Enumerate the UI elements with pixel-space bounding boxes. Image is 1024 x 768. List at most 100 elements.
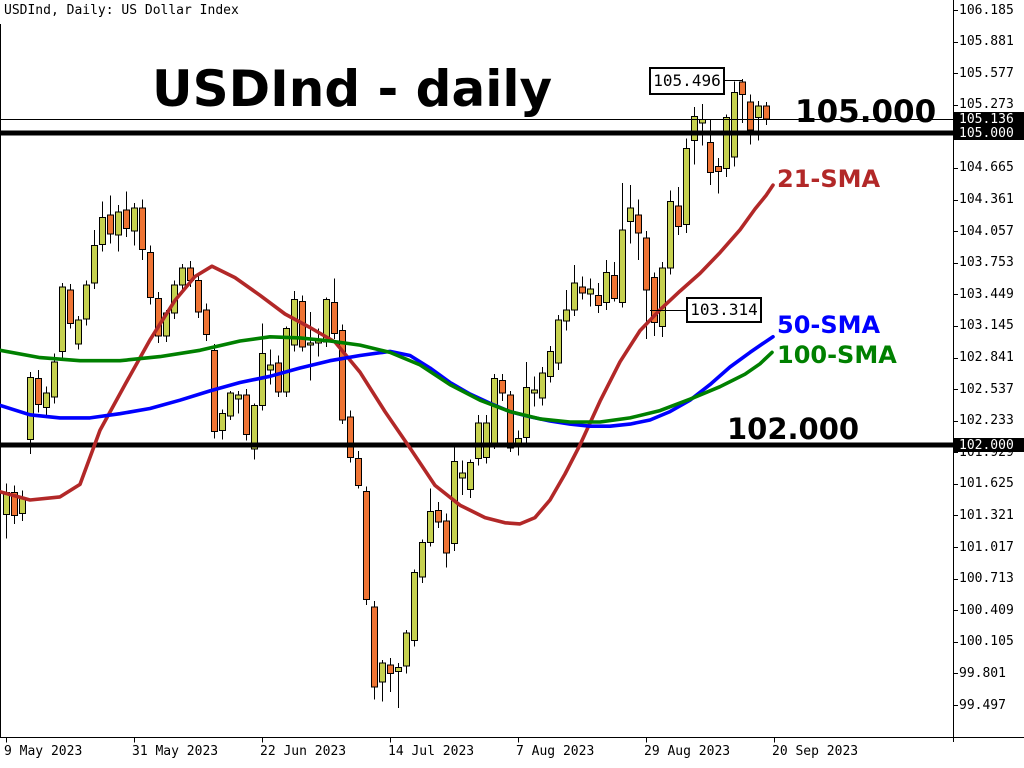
candle-body-bear	[763, 105, 770, 120]
candle-body-bear	[707, 141, 714, 174]
candle-body-bull	[403, 632, 410, 667]
price-axis-label: 101.017	[959, 539, 1014, 555]
candle-body-bear	[339, 330, 346, 421]
candle-body-bull	[691, 116, 698, 141]
candle	[707, 119, 714, 186]
candle-body-bull	[307, 342, 314, 346]
candle-body-bull	[43, 392, 50, 408]
candle-body-bear	[371, 606, 378, 688]
candle	[83, 280, 90, 326]
candle-body-bull	[219, 413, 226, 431]
candle	[251, 403, 258, 460]
price-badge-102.000: 102.000	[954, 437, 1024, 453]
candle-body-bull	[571, 282, 578, 311]
price-axis-label: 102.233	[959, 413, 1014, 429]
candle	[467, 459, 474, 498]
candle	[427, 488, 434, 547]
candle-body-bull	[459, 472, 466, 479]
candle-body-bull	[731, 92, 738, 158]
candle	[91, 229, 98, 290]
candle-body-bull	[427, 510, 434, 544]
date-axis-label: 20 Sep 2023	[772, 744, 859, 759]
candle	[371, 600, 378, 700]
candle	[115, 204, 122, 252]
price-axis-label: 103.753	[959, 255, 1014, 271]
candle-body-bull	[251, 404, 258, 450]
candle	[11, 485, 18, 524]
candle-body-bull	[83, 284, 90, 320]
candle	[355, 451, 362, 489]
candle	[571, 265, 578, 317]
candle-body-bull	[395, 666, 402, 672]
candle-body-bull	[99, 216, 106, 245]
candle	[51, 353, 58, 404]
candle-body-bear	[67, 289, 74, 324]
candle	[363, 486, 370, 605]
sma-50-label: 50-SMA	[777, 311, 881, 339]
symbol-info: USDInd, Daily: US Dollar Index	[4, 3, 239, 18]
candle-body-bull	[667, 201, 674, 269]
candle-body-bear	[35, 377, 42, 405]
sma-100-SMA-line[interactable]	[0, 334, 774, 424]
candle-body-bear	[715, 165, 722, 173]
candle-body-bear	[443, 520, 450, 554]
candle	[691, 107, 698, 165]
candle	[43, 386, 50, 418]
candle	[475, 414, 482, 466]
candle	[275, 355, 282, 398]
candle-body-bull	[59, 286, 66, 352]
candle	[395, 663, 402, 708]
candle-body-bull	[51, 361, 58, 398]
level-label-102000: 102.000	[727, 412, 860, 446]
candle	[483, 414, 490, 464]
price-axis-label: 102.841	[959, 350, 1014, 365]
level-label-105000: 105.000	[795, 94, 937, 130]
candle	[19, 490, 26, 521]
candle	[75, 316, 82, 350]
price-axis-label: 101.625	[959, 476, 1014, 492]
candle-body-bull	[483, 422, 490, 458]
candle-body-bull	[531, 389, 538, 394]
candle	[243, 388, 250, 441]
candle-body-bear	[147, 252, 154, 298]
candle	[443, 513, 450, 568]
candle	[563, 290, 570, 331]
candle-body-bear	[155, 297, 162, 337]
candle	[219, 409, 226, 440]
candle	[307, 311, 314, 381]
candle	[595, 282, 602, 313]
price-axis-label: 104.057	[959, 223, 1014, 239]
candle	[491, 374, 498, 450]
candle-body-bull	[587, 288, 594, 295]
candle-body-bull	[563, 309, 570, 322]
candle	[627, 185, 634, 244]
high-price-callout-text: 105.496	[653, 71, 721, 90]
candle-body-bear	[107, 214, 114, 235]
high-price-callout[interactable]: 105.496	[649, 67, 725, 95]
candle	[235, 390, 242, 414]
sma-value-callout[interactable]: 103.314	[686, 297, 762, 323]
date-axis-label: 31 May 2023	[132, 744, 219, 759]
sma-21-SMA-line[interactable]	[0, 183, 775, 526]
candle-body-bull	[235, 394, 242, 400]
candle-body-bear	[643, 237, 650, 291]
candle	[659, 261, 666, 337]
price-axis-label: 99.497	[959, 697, 1006, 713]
date-axis-label: 29 Aug 2023	[644, 744, 731, 759]
candle-body-bull	[179, 267, 186, 286]
candle	[379, 660, 386, 702]
candle	[651, 272, 658, 336]
sma-100-label: 100-SMA	[777, 341, 897, 369]
candle	[611, 261, 618, 302]
chart-title: USDInd - daily	[152, 60, 553, 118]
price-axis-label: 101.321	[959, 507, 1014, 523]
candle	[99, 201, 106, 252]
candle-body-bear	[11, 492, 18, 517]
candle-body-bull	[755, 105, 762, 119]
candle	[123, 191, 130, 238]
candle-body-bull	[379, 662, 386, 683]
candle	[179, 264, 186, 292]
candle	[267, 349, 274, 385]
